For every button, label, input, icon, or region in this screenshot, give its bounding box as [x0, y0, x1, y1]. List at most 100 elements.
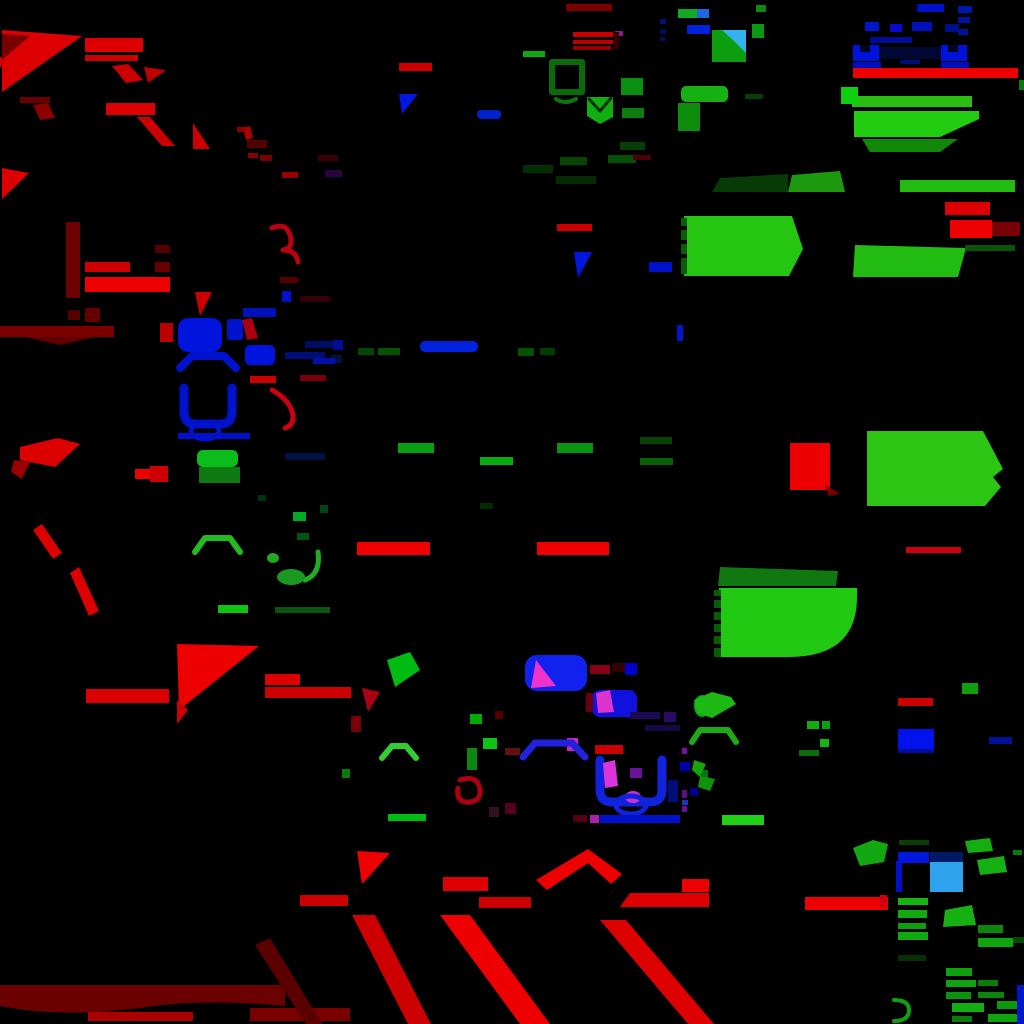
- p12-dash-b: [325, 170, 342, 177]
- rm-serr-5: [714, 644, 721, 648]
- tc-dbar-3: [560, 157, 587, 165]
- tc-gbar-r2: [622, 108, 644, 118]
- fbr-bracket: [892, 998, 911, 1023]
- bc-bluebar: [600, 815, 680, 823]
- bg-blue-dash-r: [313, 358, 335, 364]
- tl-bar-2: [85, 55, 138, 61]
- c-dgreen-2: [640, 458, 673, 465]
- tr-gband-1: [852, 96, 972, 107]
- tfr-block-2: [941, 45, 967, 61]
- fbr-gdash-1: [978, 925, 1003, 933]
- c-dash-3: [518, 348, 534, 356]
- bg-redbar: [250, 376, 276, 383]
- bc-redbar: [595, 745, 623, 754]
- br-bluedash-r: [989, 737, 1012, 744]
- tfr-blue-t4: [912, 22, 932, 31]
- bc-garch: [379, 743, 419, 761]
- tfr-skirt-2: [941, 62, 969, 68]
- tfr-edge-2: [958, 17, 970, 23]
- bg-red-dash-r: [300, 375, 326, 381]
- tl-big-triangle-shade: [2, 34, 30, 60]
- g-arch: [192, 535, 243, 555]
- tc-darkred-top: [566, 4, 612, 11]
- p7-blue: [282, 291, 291, 302]
- br-redbar-long: [805, 897, 888, 910]
- bg-red-curl: [269, 387, 296, 431]
- trc-navy-3: [660, 37, 665, 41]
- edge-blue-mid: [677, 325, 683, 341]
- fbr-gwing: [853, 840, 888, 866]
- bb-stripe-1: [352, 915, 431, 1024]
- rb-stripe-2: [70, 567, 99, 616]
- bb-hbar-4: [620, 893, 709, 907]
- bc-gdash-edge: [342, 769, 350, 778]
- c-dash-5: [480, 503, 493, 509]
- tc-dbar-1: [620, 142, 645, 150]
- tc-dbar-5: [556, 176, 596, 184]
- c-dash-4: [540, 348, 555, 355]
- lm-sq-1: [155, 245, 170, 253]
- bg-blob-main: [178, 318, 222, 352]
- fbr-gbot-2: [997, 1001, 1023, 1009]
- tr-gtrap-small: [788, 171, 845, 192]
- bg-arch: [176, 352, 240, 372]
- bb-ddiag: [255, 938, 322, 1024]
- tc-dred-dash: [633, 155, 651, 160]
- tr-serr-t2: [681, 240, 687, 244]
- g-sq-3: [320, 505, 328, 513]
- bc-dred-1: [495, 711, 503, 719]
- bb-chevron: [536, 849, 622, 890]
- rm-redsq-tail: [826, 485, 840, 496]
- tc-redbar: [399, 63, 432, 71]
- br-purple-2: [682, 790, 687, 798]
- fbr-gtrap: [943, 905, 976, 927]
- fbr-glow-3: [978, 980, 998, 986]
- br-gdash-r3: [799, 750, 819, 756]
- tr-red-dark: [992, 222, 1020, 236]
- p2-dash-a: [248, 153, 258, 158]
- tc-stripe-3: [573, 46, 611, 50]
- trc-gext: [678, 103, 700, 131]
- bb-hbar: [300, 895, 348, 906]
- bc-purple-sq: [630, 768, 642, 778]
- lm-sq-3: [68, 310, 80, 320]
- c-dash-1: [358, 348, 374, 355]
- tfr-redbar: [853, 68, 1018, 78]
- edge-navy-bottom: [1017, 985, 1024, 1024]
- tc-dbar-2: [608, 155, 636, 163]
- tc-garc: [554, 97, 578, 104]
- fbr-glow-1: [946, 968, 972, 976]
- bc-navy-r1: [630, 712, 660, 719]
- p12-dash-a: [318, 155, 338, 161]
- tl-slash-1: [112, 64, 143, 83]
- fbr-glow-4: [946, 992, 971, 999]
- tc-gsquare-outline: [549, 59, 585, 95]
- fbr-ddash: [898, 955, 926, 961]
- tfr-edge-1: [958, 6, 972, 13]
- trc-bluebar: [687, 25, 710, 34]
- br-gdash-r1: [807, 721, 819, 729]
- l2-gdash: [1019, 80, 1024, 90]
- bc-dmag-1: [505, 803, 516, 814]
- k15-gbright: [841, 87, 858, 104]
- fbr-gblob-t2: [977, 856, 1007, 875]
- bg-blob-right: [227, 319, 243, 340]
- bc-gstrip: [467, 748, 477, 770]
- br-gbar: [722, 815, 764, 825]
- tl-bar-3: [106, 103, 155, 115]
- tc-gbar-r1: [621, 78, 643, 95]
- tfr-skirt-3: [900, 60, 920, 64]
- bc-navy-r3: [664, 712, 676, 722]
- bb-hbar-2: [443, 877, 488, 891]
- tfr-blue-t2: [865, 22, 879, 31]
- fbr-glow-2: [946, 980, 976, 987]
- tr-serr-t1: [681, 226, 687, 230]
- tl-big-triangle: [2, 30, 82, 92]
- rm-serr-2: [714, 608, 721, 612]
- tc-genv-v: [587, 96, 613, 113]
- fbr-gdash-2: [978, 938, 1013, 947]
- bc-u-mag: [603, 760, 618, 788]
- br-redbar-left: [682, 879, 709, 892]
- tc-bluetri: [399, 94, 418, 114]
- p10-slash: [242, 318, 258, 340]
